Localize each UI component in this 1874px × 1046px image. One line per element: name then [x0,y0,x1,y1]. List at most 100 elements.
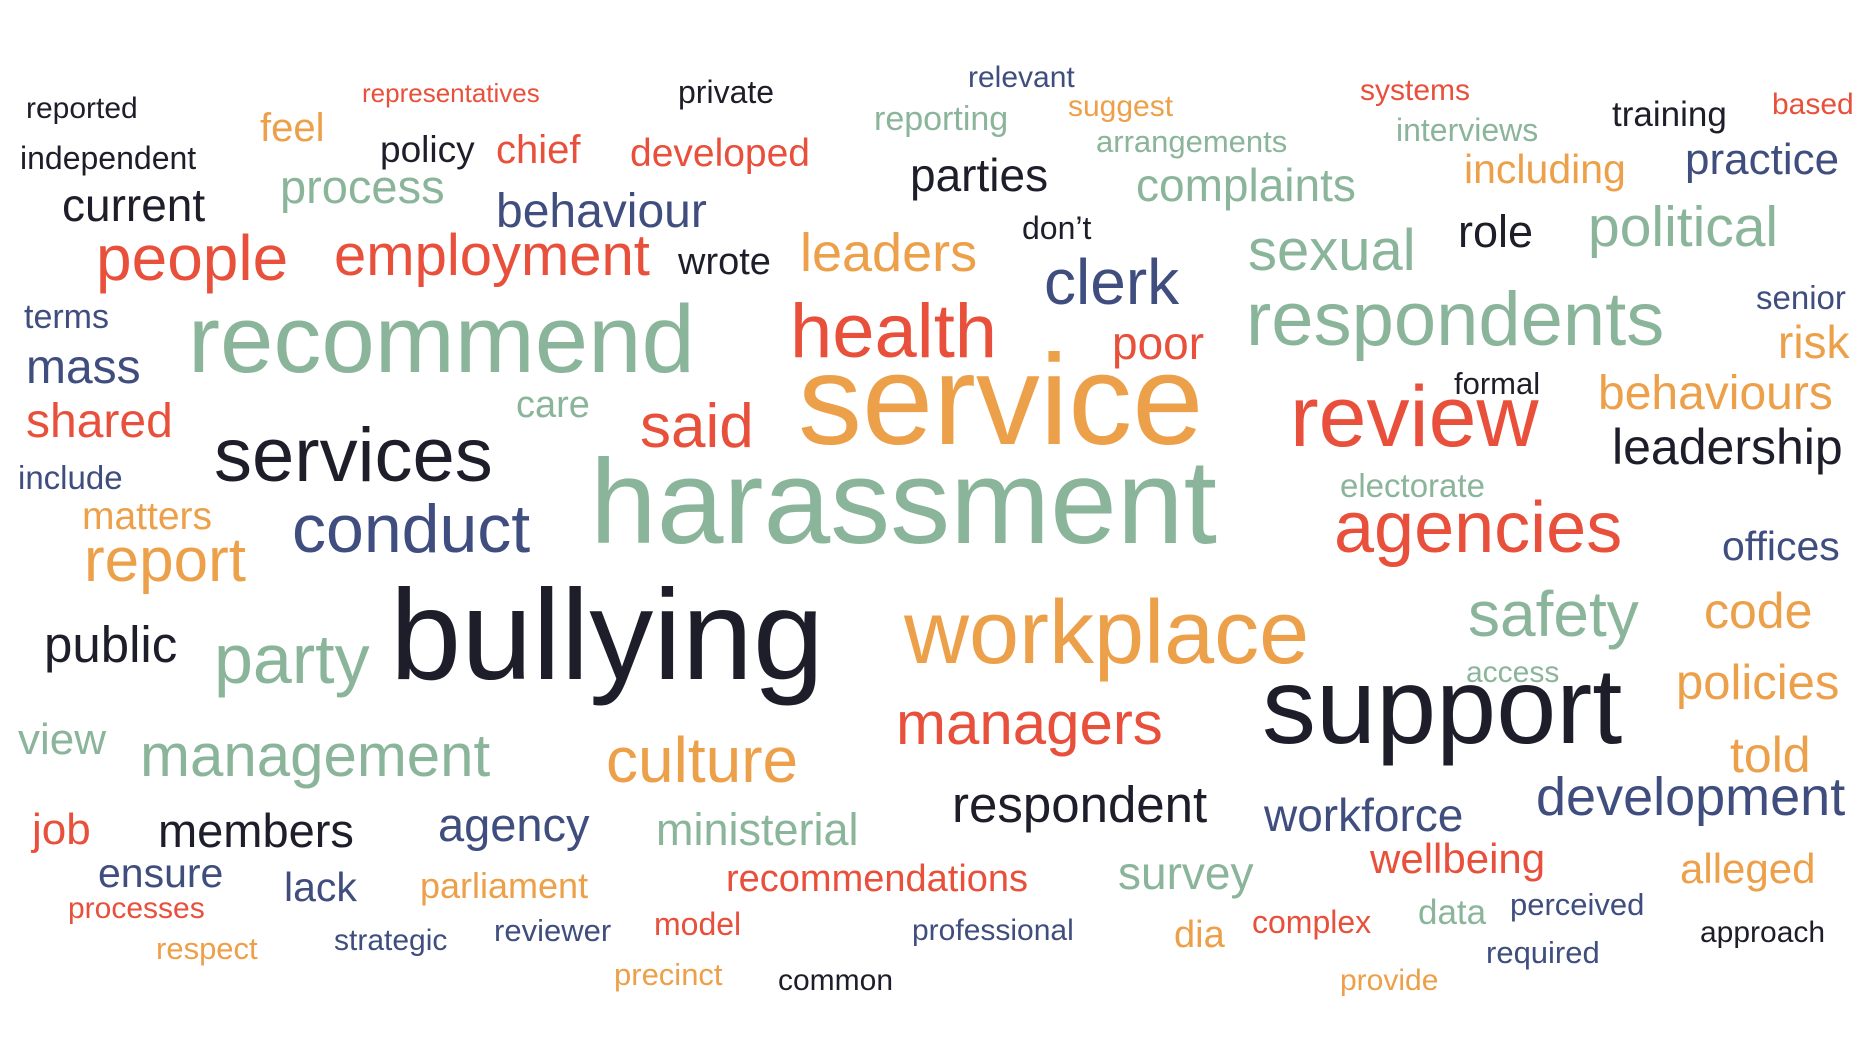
word-wrote: wrote [678,241,771,283]
word-workplace: workplace [904,583,1310,683]
word-support: support [1262,645,1623,766]
word-political: political [1588,195,1779,259]
word-process: process [280,160,445,213]
word-offices: offices [1722,523,1840,569]
word-bullying: bullying [390,564,825,707]
word-complaints: complaints [1136,159,1356,211]
word-leaders: leaders [800,223,978,283]
word-management: management [140,722,491,789]
word-based: based [1772,88,1854,121]
word-developed: developed [630,132,810,175]
word-formal: formal [1454,366,1541,401]
word-training: training [1612,95,1727,134]
word-services: services [214,413,493,498]
word-behaviours: behaviours [1598,367,1833,420]
word-role: role [1458,206,1534,257]
word-code: code [1704,583,1813,639]
word-party: party [214,620,370,698]
word-clerk: clerk [1044,246,1180,318]
word-required: required [1486,935,1600,970]
word-people: people [96,222,289,294]
word-safety: safety [1468,578,1639,650]
word-public: public [44,616,178,673]
word-matters: matters [82,495,213,538]
word-policies: policies [1676,656,1840,710]
word-parties: parties [910,149,1049,201]
word-mass: mass [26,341,141,394]
word-lack: lack [284,864,357,910]
word-agency: agency [438,798,590,851]
word-complex: complex [1252,904,1372,940]
word-policy: policy [380,129,475,170]
word-wellbeing: wellbeing [1370,835,1546,882]
word-told: told [1730,727,1811,783]
word-dont: don’t [1022,210,1092,246]
word-employment: employment [334,223,650,288]
word-reporting: reporting [874,100,1009,138]
word-strategic: strategic [334,924,448,957]
word-electorate: electorate [1340,467,1485,504]
word-review: review [1290,369,1539,465]
word-ministerial: ministerial [656,804,859,855]
word-relevant: relevant [968,61,1075,94]
word-systems: systems [1360,74,1471,107]
word-agencies: agencies [1334,488,1623,568]
word-dia: dia [1174,914,1225,956]
word-managers: managers [896,690,1163,757]
word-precinct: precinct [614,957,723,992]
word-senior: senior [1756,279,1846,316]
word-development: development [1536,767,1846,827]
word-access: access [1466,656,1560,689]
word-reviewer: reviewer [494,913,612,948]
word-include: include [18,459,123,496]
word-report: report [84,526,246,595]
word-independent: independent [20,140,197,176]
word-care: care [516,384,590,426]
word-behaviour: behaviour [496,185,707,238]
word-current: current [62,179,206,231]
word-common: common [778,964,894,997]
word-recommendations: recommendations [726,858,1029,900]
word-arrangements: arrangements [1096,124,1288,159]
word-risk: risk [1778,316,1850,368]
word-terms: terms [24,298,109,336]
word-conduct: conduct [292,491,531,567]
word-harassment: harassment [590,435,1217,569]
word-survey: survey [1118,847,1254,899]
word-respondents: respondents [1246,277,1665,362]
word-private: private [678,74,775,110]
word-view: view [18,715,107,764]
word-processes: processes [68,892,205,925]
word-respect: respect [156,931,258,966]
word-health: health [790,289,998,374]
word-chief: chief [496,128,581,172]
word-model: model [654,906,742,942]
word-service: service [798,329,1204,472]
word-ensure: ensure [98,850,224,896]
word-parliament: parliament [420,865,589,906]
word-members: members [158,804,354,857]
word-recommend: recommend [188,286,695,393]
word-said: said [640,392,754,461]
word-poor: poor [1112,317,1205,369]
word-leadership: leadership [1612,419,1843,475]
word-interviews: interviews [1396,112,1539,148]
word-practice: practice [1685,135,1840,184]
word-professional: professional [912,914,1074,947]
word-job: job [32,805,91,854]
word-feel: feel [260,106,325,150]
word-respondent: respondent [952,776,1208,833]
word-approach: approach [1700,916,1826,949]
word-provide: provide [1340,964,1439,997]
word-sexual: sexual [1248,218,1416,283]
word-reported: reported [26,92,138,125]
word-representatives: representatives [362,78,540,108]
word-culture: culture [606,724,799,796]
word-workforce: workforce [1264,789,1464,841]
word-suggest: suggest [1068,90,1174,123]
word-perceived: perceived [1510,887,1645,922]
word-data: data [1418,893,1487,932]
word-including: including [1464,146,1626,192]
word-alleged: alleged [1680,845,1816,892]
